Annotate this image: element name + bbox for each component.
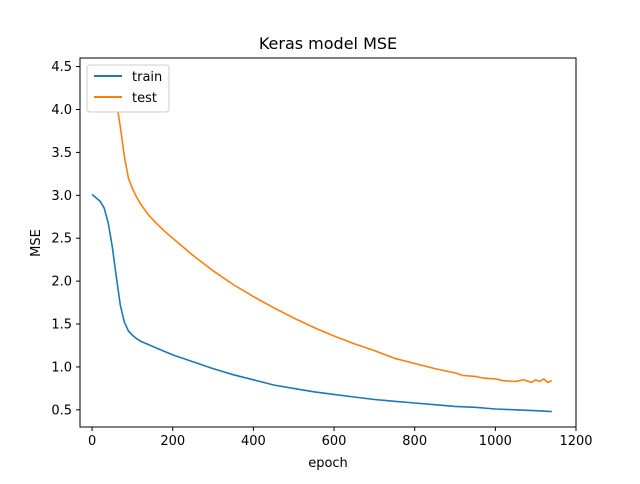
x-tick-label: 200 [160,434,185,449]
y-tick-label: 4.5 [51,60,72,75]
x-tick-label: 800 [402,434,427,449]
y-tick-label: 0.5 [51,403,72,418]
y-tick-label: 3.5 [51,146,72,161]
y-axis-label: MSE [29,229,44,257]
x-tick-label: 0 [88,434,96,449]
x-axis: 0 200 400 600 800 1000 1200 [88,427,593,449]
chart-title: Keras model MSE [259,34,397,53]
y-axis: 0.5 1.0 1.5 2.0 2.5 3.0 3.5 4.0 4.5 [51,60,80,418]
series-line-test [107,73,553,384]
legend-label-test: test [132,91,157,106]
y-tick-label: 3.0 [51,189,72,204]
plot-area [91,73,553,413]
x-tick-label: 1000 [479,434,512,449]
legend: train test [86,64,170,113]
plot-frame [79,57,577,428]
y-tick-label: 1.0 [51,360,72,375]
x-tick-label: 400 [241,434,266,449]
y-tick-label: 2.5 [51,232,72,247]
y-tick-label: 2.0 [51,275,72,290]
x-axis-label: epoch [308,456,348,471]
y-tick-label: 4.0 [51,103,72,118]
x-tick-label: 1200 [559,434,592,449]
y-tick-label: 1.5 [51,318,72,333]
legend-label-train: train [132,70,162,85]
x-tick-label: 600 [322,434,347,449]
series-line-train [91,193,552,413]
